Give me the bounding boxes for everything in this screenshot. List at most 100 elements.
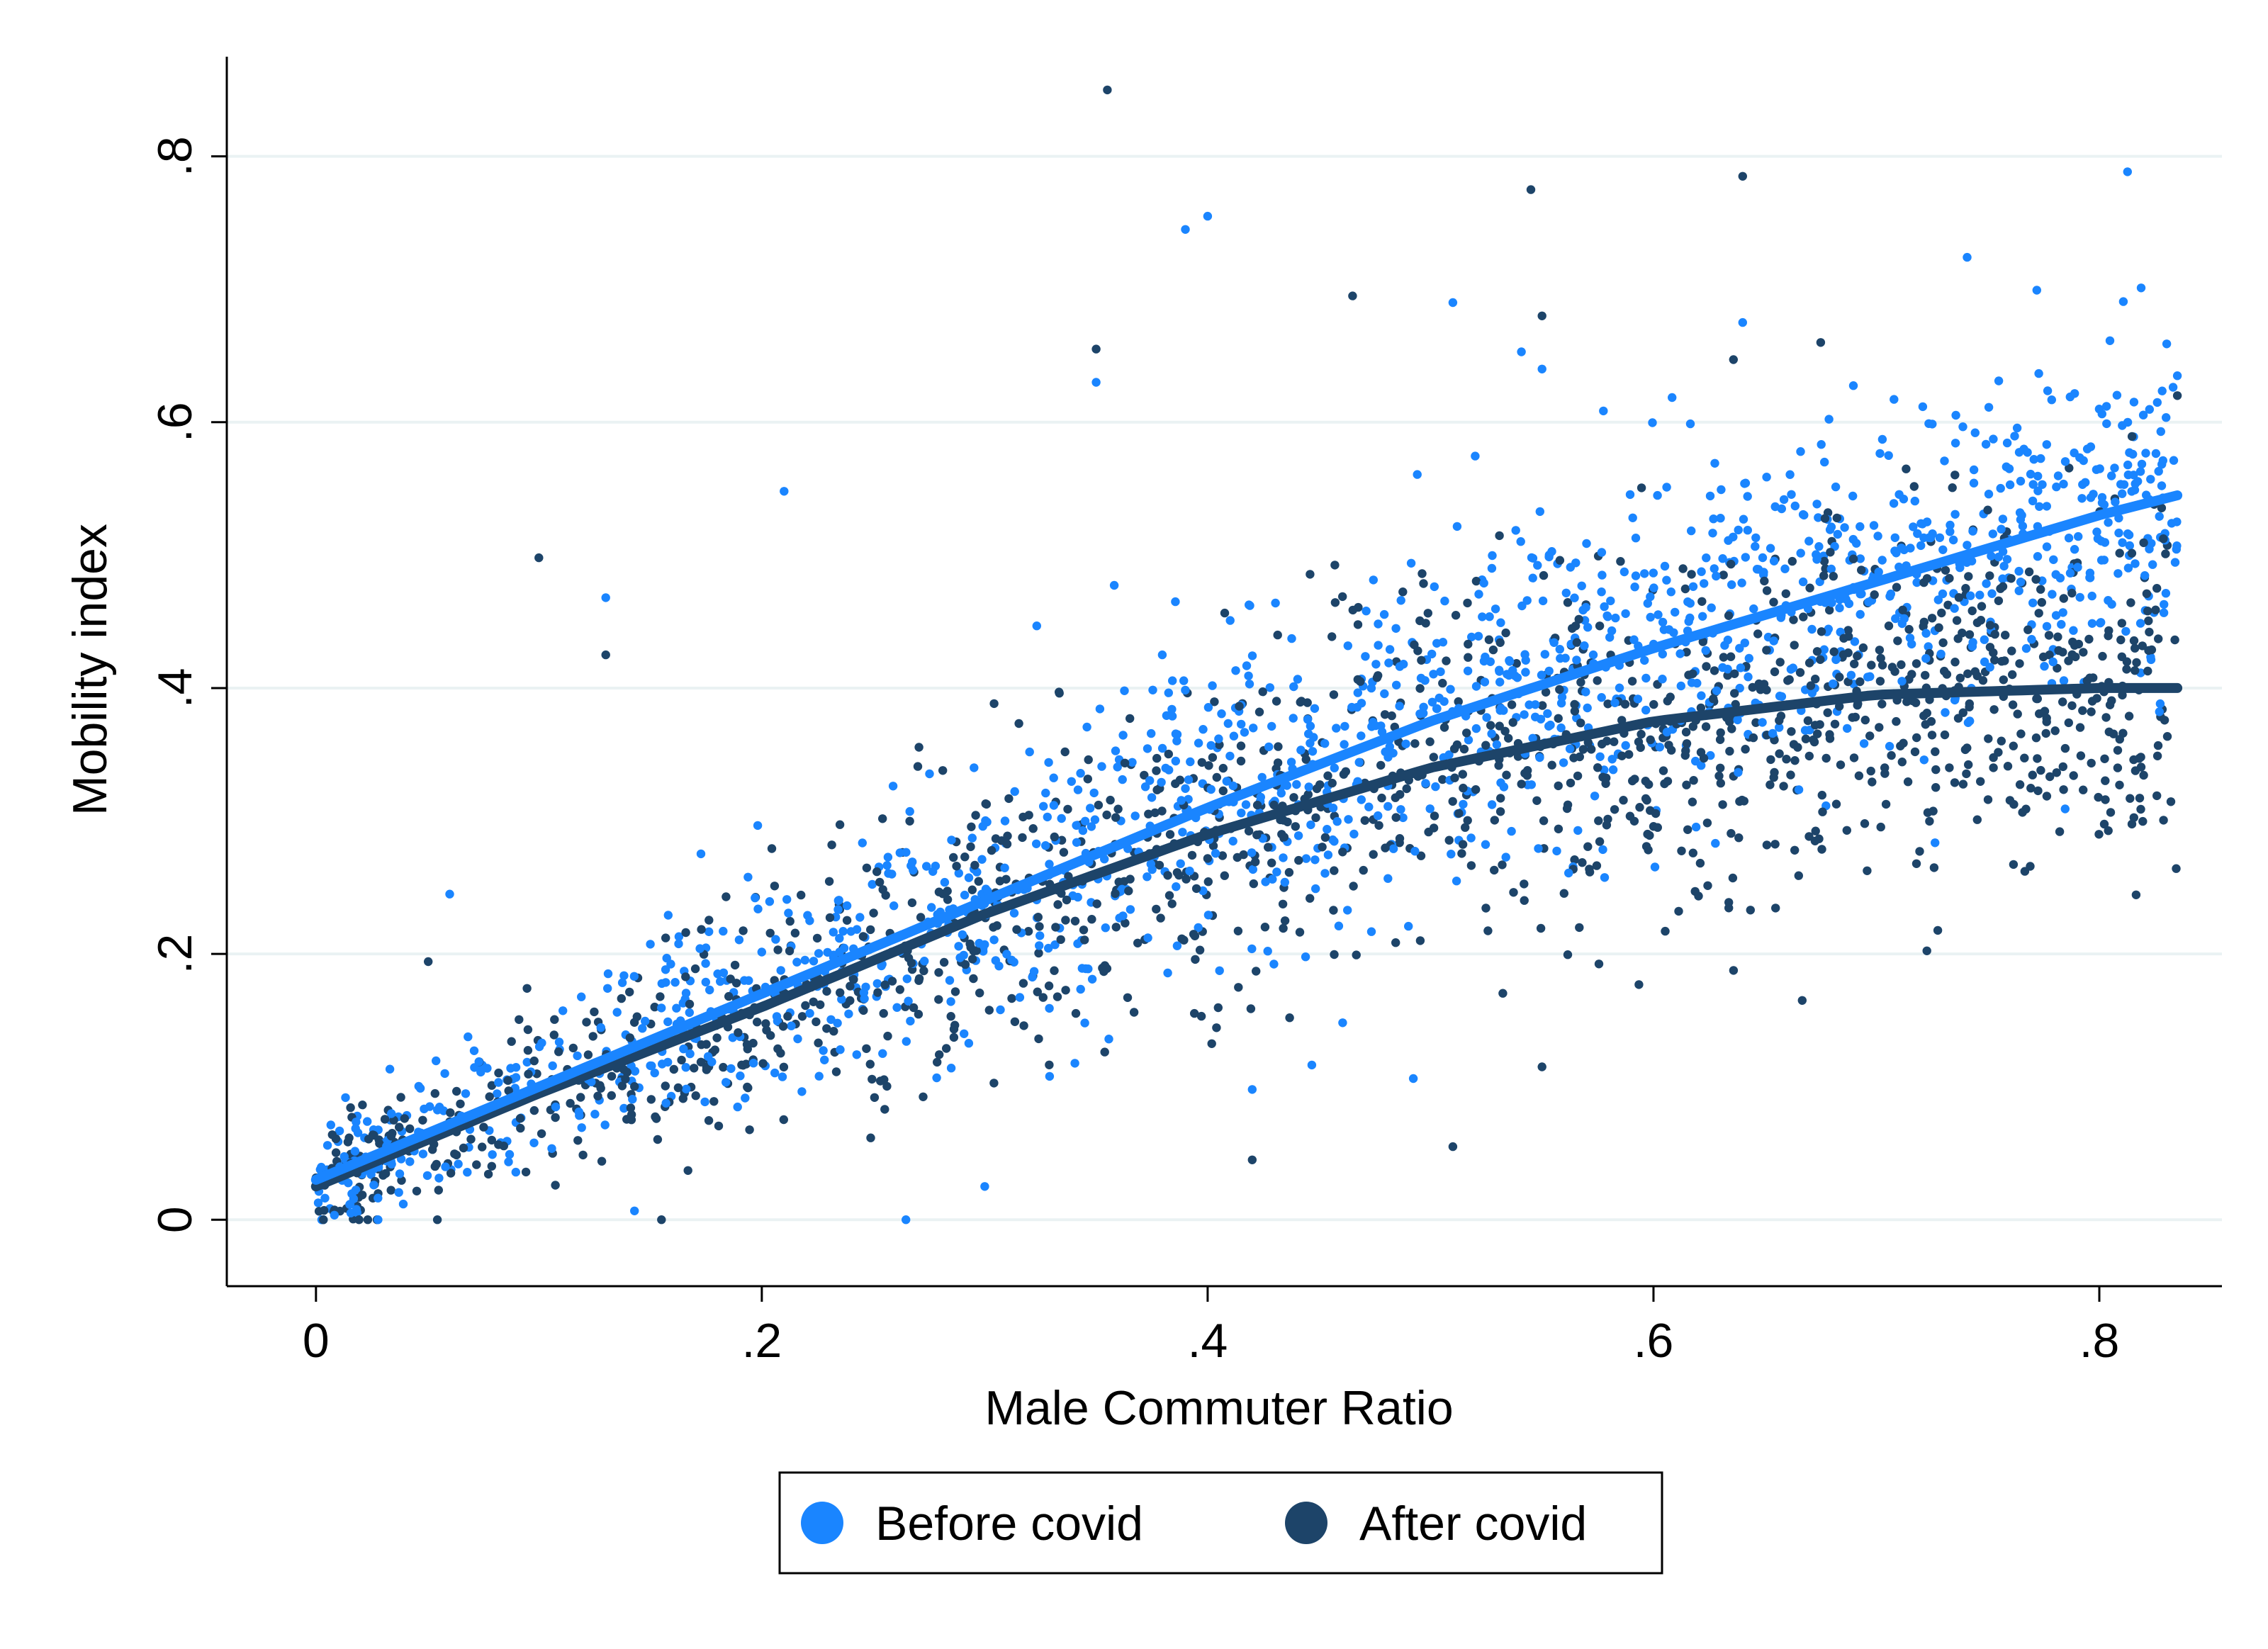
point-after-covid: [1697, 597, 1707, 606]
point-after-covid: [1726, 652, 1736, 661]
point-after-covid: [824, 877, 834, 887]
point-after-covid: [1950, 471, 1960, 480]
point-after-covid: [1898, 605, 1907, 614]
point-after-covid: [1775, 749, 1784, 758]
point-after-covid: [1174, 870, 1184, 880]
fit-line-before-covid: [310, 490, 2183, 1185]
point-before-covid: [596, 1023, 605, 1032]
point-before-covid: [2121, 626, 2131, 636]
point-before-covid: [1263, 947, 1272, 956]
point-before-covid: [661, 1098, 670, 1108]
point-before-covid: [1733, 715, 1742, 725]
point-before-covid: [1740, 638, 1749, 648]
point-after-covid: [494, 1140, 503, 1149]
point-after-covid: [1210, 697, 1219, 707]
point-after-covid: [1053, 900, 1062, 909]
point-after-covid: [1805, 583, 1814, 592]
point-after-covid: [1555, 685, 1564, 694]
point-after-covid: [2153, 741, 2163, 750]
point-after-covid: [2059, 594, 2068, 603]
point-before-covid: [1009, 908, 1019, 918]
point-after-covid: [1677, 846, 1686, 856]
point-before-covid: [1143, 872, 1152, 882]
point-before-covid: [2123, 470, 2133, 480]
point-after-covid: [1348, 291, 1357, 300]
point-before-covid: [1886, 589, 1895, 599]
point-before-covid: [1790, 501, 1800, 511]
point-after-covid: [1296, 697, 1305, 707]
point-before-covid: [674, 932, 684, 941]
point-before-covid: [2070, 389, 2079, 398]
point-after-covid: [1459, 744, 1469, 754]
point-after-covid: [762, 1025, 771, 1035]
point-after-covid: [1814, 834, 1824, 843]
point-after-covid: [1003, 831, 1012, 840]
point-before-covid: [1856, 554, 1865, 563]
point-before-covid: [902, 848, 911, 857]
point-after-covid: [1866, 766, 1875, 776]
point-after-covid: [989, 699, 999, 709]
point-before-covid: [1408, 1074, 1418, 1084]
point-before-covid: [2058, 608, 2067, 617]
point-before-covid: [1478, 612, 1487, 621]
point-before-covid: [2073, 563, 2082, 572]
point-before-covid: [1471, 724, 1481, 733]
point-after-covid: [1429, 823, 1439, 833]
point-after-covid: [1566, 778, 1576, 788]
point-before-covid: [1527, 780, 1536, 789]
point-before-covid: [1899, 614, 1909, 624]
point-after-covid: [1715, 735, 1725, 745]
point-after-covid: [1892, 583, 1902, 592]
point-after-covid: [2075, 723, 2085, 732]
point-after-covid: [984, 1006, 994, 1015]
point-after-covid: [1464, 639, 1473, 649]
point-before-covid: [638, 1024, 647, 1033]
point-after-covid: [822, 1024, 831, 1033]
point-before-covid: [877, 961, 886, 971]
point-before-covid: [1369, 575, 1379, 585]
point-after-covid: [1284, 867, 1294, 877]
point-before-covid: [1474, 590, 1483, 599]
point-before-covid: [1919, 755, 1929, 765]
point-after-covid: [1724, 898, 1734, 907]
point-before-covid: [1118, 775, 1127, 784]
point-before-covid: [1118, 911, 1128, 921]
point-after-covid: [2045, 772, 2055, 782]
point-before-covid: [776, 966, 785, 975]
point-after-covid: [770, 882, 780, 891]
point-before-covid: [2128, 449, 2138, 459]
point-before-covid: [696, 849, 706, 859]
point-after-covid: [1501, 628, 1510, 638]
point-after-covid: [1381, 843, 1390, 852]
point-before-covid: [1194, 738, 1203, 748]
point-before-covid: [1032, 621, 1042, 631]
point-after-covid: [1094, 800, 1104, 810]
point-before-covid: [2070, 545, 2079, 554]
point-before-covid: [2146, 475, 2155, 484]
point-after-covid: [1967, 606, 1977, 616]
point-before-covid: [1029, 967, 1039, 977]
point-before-covid: [1086, 804, 1095, 813]
point-before-covid: [872, 979, 882, 989]
x-tick-label-4: .8: [2079, 1314, 2120, 1368]
point-before-covid: [2060, 804, 2070, 814]
point-before-covid: [1641, 705, 1651, 715]
point-after-covid: [1330, 598, 1340, 607]
point-before-covid: [1507, 826, 1516, 836]
point-before-covid: [641, 1016, 650, 1026]
point-before-covid: [1452, 877, 1461, 886]
point-before-covid: [852, 925, 862, 934]
point-after-covid: [1402, 784, 1411, 794]
point-after-covid: [1080, 935, 1089, 945]
point-before-covid: [1340, 721, 1349, 731]
point-after-covid: [1954, 593, 1964, 602]
point-after-covid: [1220, 608, 1230, 618]
point-after-covid: [2159, 816, 2168, 825]
point-before-covid: [2170, 558, 2180, 567]
point-after-covid: [1985, 621, 1995, 630]
point-before-covid: [1796, 447, 1805, 456]
point-before-covid: [1743, 526, 1752, 535]
point-after-covid: [1940, 730, 1950, 740]
point-before-covid: [1039, 801, 1048, 811]
point-before-covid: [619, 1103, 629, 1113]
